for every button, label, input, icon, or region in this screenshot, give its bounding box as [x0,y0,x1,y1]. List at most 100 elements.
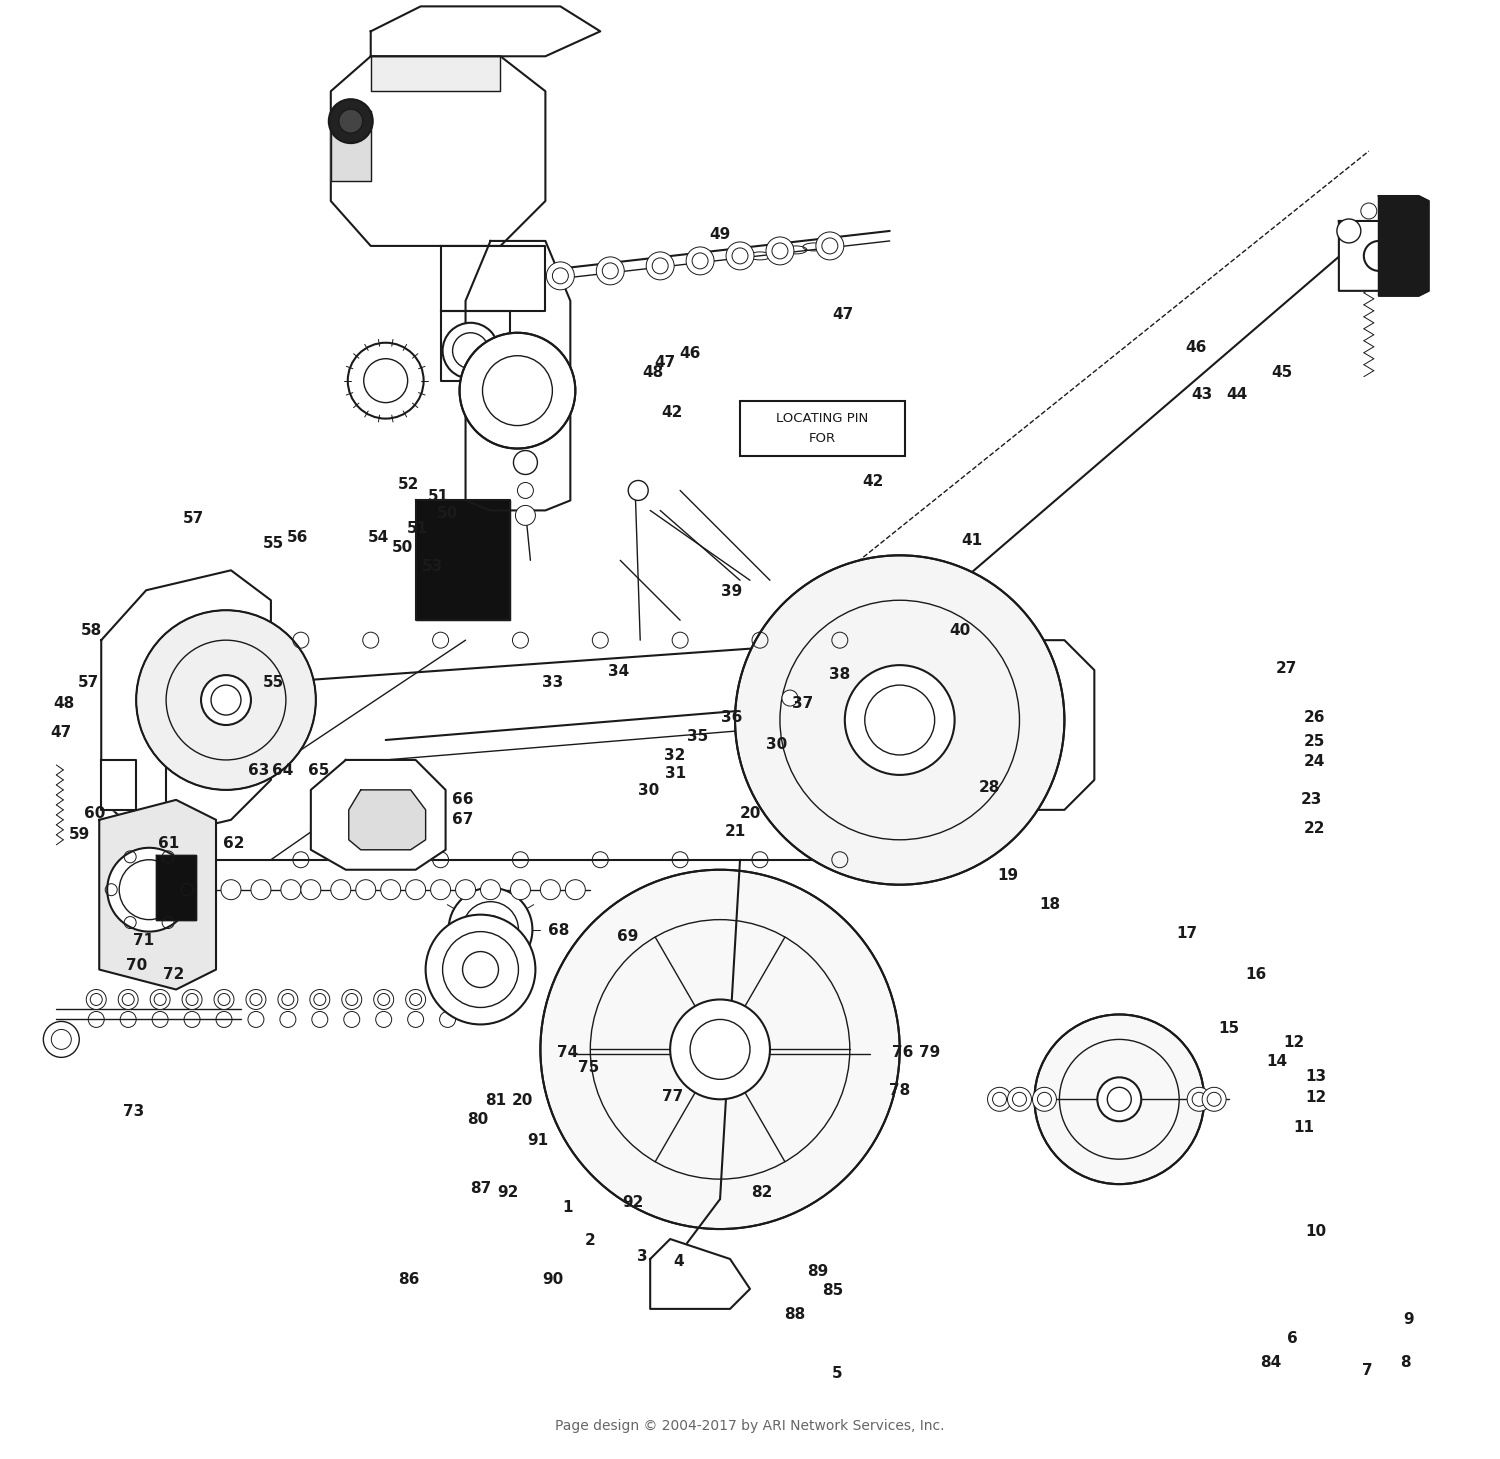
Text: 63: 63 [248,763,270,778]
Circle shape [782,690,798,706]
Circle shape [844,665,954,775]
Text: 42: 42 [662,404,682,420]
Circle shape [302,880,321,900]
Text: 82: 82 [752,1185,772,1201]
Polygon shape [1020,641,1095,810]
Text: 54: 54 [368,530,390,544]
Text: 70: 70 [126,959,147,973]
Polygon shape [370,6,600,57]
Text: 12: 12 [1305,1090,1326,1106]
Text: 74: 74 [556,1045,578,1061]
Text: 18: 18 [1040,897,1060,912]
Text: 91: 91 [526,1132,548,1148]
Circle shape [342,989,362,1010]
Polygon shape [1340,220,1413,290]
Text: 46: 46 [1185,340,1208,356]
Circle shape [516,505,536,525]
Circle shape [381,880,400,900]
Circle shape [546,263,574,290]
Text: 40: 40 [950,623,970,638]
Text: 59: 59 [69,827,90,842]
Text: 15: 15 [1218,1020,1239,1036]
Circle shape [44,1021,80,1058]
Text: 57: 57 [183,511,204,525]
Text: 62: 62 [222,836,245,851]
Text: 43: 43 [1191,387,1214,403]
Text: 75: 75 [578,1059,598,1075]
Text: 26: 26 [1304,711,1324,725]
Text: 30: 30 [766,737,788,751]
Text: 60: 60 [84,807,105,821]
Polygon shape [1378,196,1428,296]
Text: 81: 81 [484,1093,506,1109]
Text: 80: 80 [466,1112,488,1128]
Polygon shape [350,789,426,849]
Circle shape [1008,1087,1032,1112]
Text: 21: 21 [724,824,746,839]
Text: 50: 50 [436,506,457,521]
Text: 38: 38 [830,667,850,681]
Text: 44: 44 [1226,387,1246,403]
Circle shape [438,989,458,1010]
Polygon shape [99,800,216,989]
Circle shape [628,480,648,500]
Polygon shape [441,311,510,381]
Circle shape [201,676,250,725]
Circle shape [646,252,674,280]
Text: 41: 41 [962,533,982,547]
Circle shape [448,887,532,972]
Circle shape [246,989,266,1010]
Text: 73: 73 [123,1103,144,1119]
Text: 69: 69 [616,929,638,944]
Text: 7: 7 [1362,1363,1372,1377]
Circle shape [374,989,393,1010]
Circle shape [540,870,900,1228]
Text: 51: 51 [427,489,448,503]
Text: 33: 33 [542,676,562,690]
Text: 50: 50 [392,540,414,554]
Text: 20: 20 [740,807,760,821]
Text: 89: 89 [807,1263,828,1278]
Text: 34: 34 [608,664,628,678]
Circle shape [670,999,770,1099]
Text: 47: 47 [654,355,675,371]
Circle shape [510,880,531,900]
Circle shape [816,232,844,260]
Circle shape [459,333,576,448]
Text: 24: 24 [1304,754,1324,769]
Circle shape [480,880,501,900]
Circle shape [220,880,242,900]
Text: 31: 31 [664,766,686,781]
Circle shape [566,880,585,900]
Polygon shape [370,57,501,92]
Circle shape [150,989,170,1010]
Text: 8: 8 [1401,1355,1411,1370]
Text: 12: 12 [1282,1034,1304,1050]
Text: 65: 65 [308,763,330,778]
Text: 72: 72 [164,967,184,982]
Text: 64: 64 [272,763,294,778]
Text: 46: 46 [680,346,700,362]
Text: 87: 87 [470,1180,490,1196]
Text: 92: 92 [622,1195,644,1211]
Text: 23: 23 [1300,792,1322,807]
Text: 2: 2 [585,1233,596,1247]
Circle shape [182,989,203,1010]
Text: 78: 78 [890,1083,910,1099]
Text: 16: 16 [1245,967,1266,982]
Text: 49: 49 [710,228,730,242]
Circle shape [310,989,330,1010]
Text: 84: 84 [1260,1355,1281,1370]
Polygon shape [441,247,546,311]
Circle shape [339,109,363,133]
Text: 52: 52 [398,477,420,492]
Circle shape [278,989,298,1010]
Circle shape [356,880,375,900]
Polygon shape [100,760,136,810]
Circle shape [1032,1087,1056,1112]
Text: 79: 79 [920,1045,940,1061]
Polygon shape [416,500,510,620]
Text: 55: 55 [264,676,285,690]
Circle shape [405,989,426,1010]
Text: 90: 90 [542,1272,562,1287]
